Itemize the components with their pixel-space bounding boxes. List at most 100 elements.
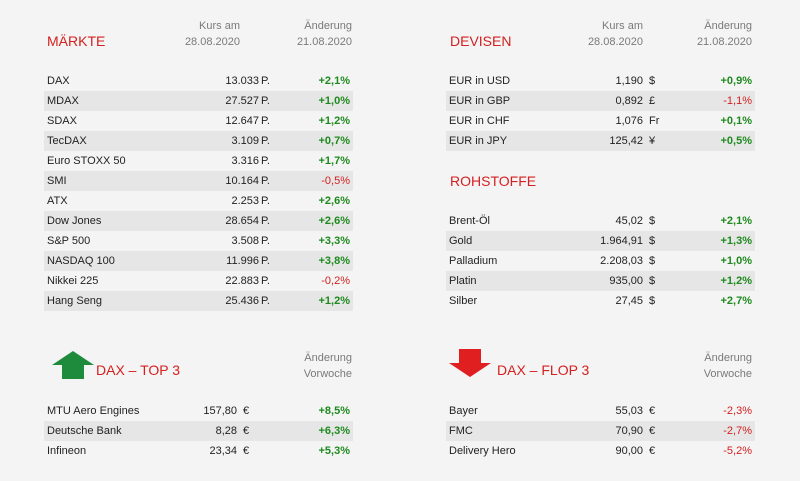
row-name: Deutsche Bank — [47, 425, 122, 437]
devisen-price-header: Kurs am 28.08.2020 — [587, 20, 643, 48]
row-name: SDAX — [47, 115, 77, 127]
row-change: +5,3% — [318, 445, 351, 457]
row-unit: P. — [261, 75, 270, 87]
row-unit: € — [243, 425, 250, 437]
row-value: 1,190 — [615, 75, 643, 87]
row-name: MTU Aero Engines — [47, 405, 140, 417]
row-name: Silber — [449, 295, 478, 307]
row-name: Infineon — [47, 445, 87, 457]
row-name: TecDAX — [47, 135, 87, 147]
row-value: 157,80 — [203, 405, 237, 417]
top3-table: MTU Aero Engines 157,80 € +8,5% Deutsche Ban… — [44, 401, 353, 461]
row-name: EUR in CHF — [449, 115, 510, 127]
row-value: 25.436 — [225, 295, 259, 307]
flop3-table: Bayer 55,03 € -2,3% FMC 70,90 € -2,7% Delivery H… — [446, 401, 755, 461]
table-row: Deutsche Bank 8,28 € +6,3% — [44, 421, 353, 441]
table-row: NASDAQ 100 11.996 P. +3,8% — [44, 251, 353, 271]
table-row: EUR in USD 1,190 $ +0,9% — [446, 71, 755, 91]
row-unit: ¥ — [649, 135, 656, 147]
row-change: -2,7% — [723, 425, 752, 437]
row-value: 2.208,03 — [600, 255, 643, 267]
row-value: 45,02 — [615, 215, 643, 227]
row-unit: £ — [649, 95, 656, 107]
row-change: -2,3% — [723, 405, 752, 417]
row-unit: $ — [649, 215, 656, 227]
table-row: SMI 10.164 P. -0,5% — [44, 171, 353, 191]
top3-title: DAX – TOP 3 — [96, 362, 181, 378]
row-change: +6,3% — [318, 425, 351, 437]
table-row: Euro STOXX 50 3.316 P. +1,7% — [44, 151, 353, 171]
table-row: EUR in JPY 125,42 ¥ +0,5% — [446, 131, 755, 151]
row-change: +1,0% — [318, 95, 351, 107]
row-change: +8,5% — [318, 405, 351, 417]
row-name: Bayer — [449, 405, 478, 417]
row-change: +1,2% — [318, 115, 351, 127]
row-change: +0,5% — [720, 135, 753, 147]
row-name: ATX — [47, 195, 68, 207]
row-value: 11.996 — [226, 255, 259, 267]
row-value: 125,42 — [609, 135, 643, 147]
row-value: 3.508 — [231, 235, 259, 247]
devisen-change-header: Änderung 21.08.2020 — [696, 20, 752, 48]
row-change: +2,7% — [720, 295, 753, 307]
table-row: EUR in GBP 0,892 £ -1,1% — [446, 91, 755, 111]
row-change: -0,2% — [321, 275, 350, 287]
row-change: +0,1% — [720, 115, 753, 127]
row-unit: P. — [261, 215, 270, 227]
row-value: 23,34 — [209, 445, 237, 457]
row-name: Hang Seng — [47, 295, 103, 307]
row-name: Dow Jones — [47, 215, 102, 227]
arrow-up-icon — [52, 351, 94, 379]
row-change: +1,2% — [318, 295, 351, 307]
row-value: 27.527 — [225, 95, 259, 107]
row-unit: $ — [649, 255, 656, 267]
row-value: 2.253 — [231, 195, 259, 207]
table-row: FMC 70,90 € -2,7% — [446, 421, 755, 441]
table-row: Delivery Hero 90,00 € -5,2% — [446, 441, 755, 461]
row-unit: $ — [649, 75, 656, 87]
row-unit: P. — [261, 255, 270, 267]
row-change: +1,0% — [720, 255, 753, 267]
maerkte-price-header: Kurs am 28.08.2020 — [184, 20, 240, 48]
row-name: MDAX — [47, 95, 79, 107]
row-unit: $ — [649, 275, 656, 287]
row-value: 3.316 — [231, 155, 259, 167]
row-name: SMI — [47, 175, 67, 187]
row-change: +1,3% — [720, 235, 753, 247]
row-name: DAX — [47, 75, 70, 87]
row-value: 1,076 — [615, 115, 643, 127]
row-name: Nikkei 225 — [47, 275, 99, 287]
row-change: -0,5% — [321, 175, 350, 187]
row-change: +2,6% — [318, 195, 351, 207]
row-name: EUR in GBP — [449, 95, 511, 107]
row-unit: P. — [261, 175, 270, 187]
table-row: Hang Seng 25.436 P. +1,2% — [44, 291, 353, 311]
row-unit: P. — [261, 275, 270, 287]
row-change: +2,6% — [318, 215, 351, 227]
row-value: 90,00 — [615, 445, 643, 457]
table-row: S&P 500 3.508 P. +3,3% — [44, 231, 353, 251]
row-name: Gold — [449, 235, 473, 247]
maerkte-table: DAX 13.033 P. +2,1% MDAX 27.527 P. +1,0% SDAX 12.… — [44, 71, 353, 311]
table-row: ATX 2.253 P. +2,6% — [44, 191, 353, 211]
row-value: 70,90 — [615, 425, 643, 437]
table-row: MTU Aero Engines 157,80 € +8,5% — [44, 401, 353, 421]
row-name: Delivery Hero — [449, 445, 516, 457]
row-unit: $ — [649, 295, 656, 307]
devisen-table: EUR in USD 1,190 $ +0,9% EUR in GBP 0,892 £ -1,… — [446, 71, 755, 151]
row-value: 10.164 — [225, 175, 259, 187]
maerkte-title: MÄRKTE — [47, 33, 106, 49]
row-name: S&P 500 — [47, 235, 91, 247]
row-name: Brent-Öl — [449, 215, 490, 227]
row-change: +1,2% — [720, 275, 753, 287]
row-change: -1,1% — [723, 95, 752, 107]
row-name: Euro STOXX 50 — [47, 155, 126, 167]
table-row: MDAX 27.527 P. +1,0% — [44, 91, 353, 111]
flop3-change-header: Änderung Vorwoche — [703, 352, 752, 380]
maerkte-change-header: Änderung 21.08.2020 — [296, 20, 352, 48]
row-change: +0,7% — [318, 135, 351, 147]
table-row: Brent-Öl 45,02 $ +2,1% — [446, 211, 755, 231]
row-value: 13.033 — [225, 75, 259, 87]
row-unit: € — [649, 425, 656, 437]
table-row: DAX 13.033 P. +2,1% — [44, 71, 353, 91]
